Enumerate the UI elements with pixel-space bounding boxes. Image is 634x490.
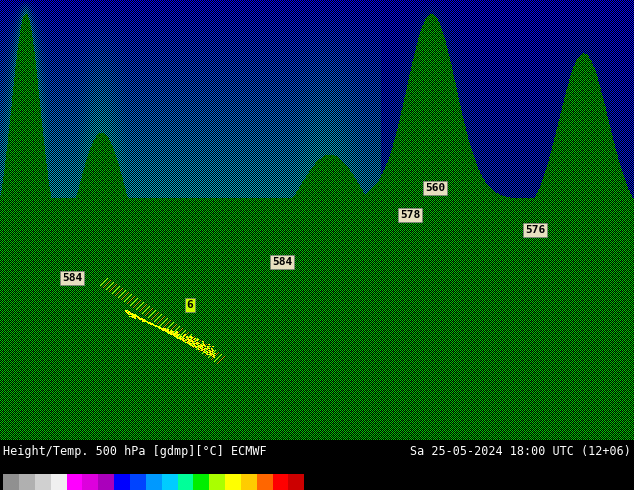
Bar [288, 474, 304, 490]
Bar [209, 474, 225, 490]
Bar [67, 474, 82, 490]
Bar [98, 474, 114, 490]
Text: 6: 6 [186, 300, 193, 310]
Text: Sa 25-05-2024 18:00 UTC (12+06): Sa 25-05-2024 18:00 UTC (12+06) [410, 445, 631, 458]
Bar [225, 474, 241, 490]
Bar [51, 474, 67, 490]
Text: 584: 584 [62, 273, 82, 283]
Text: 576: 576 [525, 225, 545, 235]
Bar [35, 474, 51, 490]
Bar [162, 474, 178, 490]
Bar [241, 474, 257, 490]
Bar [82, 474, 98, 490]
Bar [193, 474, 209, 490]
Text: 578: 578 [400, 210, 420, 220]
Text: 560: 560 [425, 183, 445, 193]
Bar [130, 474, 146, 490]
Text: Height/Temp. 500 hPa [gdmp][°C] ECMWF: Height/Temp. 500 hPa [gdmp][°C] ECMWF [3, 445, 267, 458]
Bar [114, 474, 130, 490]
Bar [146, 474, 162, 490]
Bar [178, 474, 193, 490]
Bar [273, 474, 288, 490]
Bar [257, 474, 273, 490]
Bar [19, 474, 35, 490]
Bar [3, 474, 19, 490]
Text: 584: 584 [272, 257, 292, 267]
